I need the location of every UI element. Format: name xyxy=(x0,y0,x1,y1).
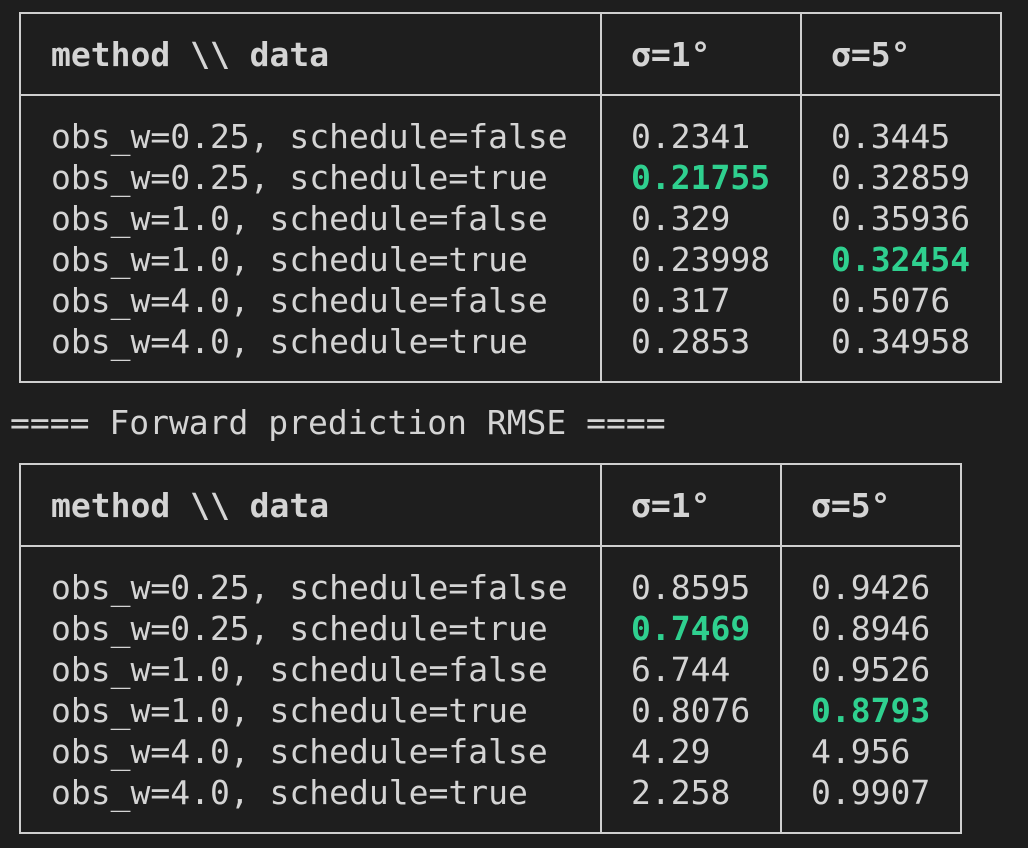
row-sigma-1-value: 4.29 xyxy=(631,732,711,771)
row-sigma-1-value: 2.258 xyxy=(631,773,731,812)
row-method: obs_w=4.0, schedule=true xyxy=(51,322,528,361)
header-divider xyxy=(21,545,960,547)
results-table-2: method \\ data σ=1° σ=5° obs_w=0.25, sch… xyxy=(19,463,962,834)
row-sigma-1-value: 0.8595 xyxy=(631,568,751,607)
header-sigma-5: σ=5° xyxy=(831,35,911,74)
row-sigma-1-value: 0.317 xyxy=(631,281,731,320)
row-sigma-5-value-best: 0.32454 xyxy=(831,240,971,279)
row-method: obs_w=0.25, schedule=true xyxy=(51,609,548,648)
row-sigma-1-value-best: 0.21755 xyxy=(631,158,771,197)
section-title: ==== Forward prediction RMSE ==== xyxy=(10,403,666,442)
row-method: obs_w=4.0, schedule=false xyxy=(51,732,548,771)
row-sigma-5-value-best: 0.8793 xyxy=(811,691,931,730)
row-sigma-5-value: 0.9907 xyxy=(811,773,931,812)
row-sigma-5-value: 0.5076 xyxy=(831,281,951,320)
row-sigma-1-value: 0.2341 xyxy=(631,117,751,156)
column-divider xyxy=(800,14,802,381)
row-sigma-1-value: 6.744 xyxy=(631,650,731,689)
row-method: obs_w=1.0, schedule=false xyxy=(51,650,548,689)
row-method: obs_w=1.0, schedule=true xyxy=(51,691,528,730)
row-sigma-5-value: 0.35936 xyxy=(831,199,971,238)
header-sigma-1: σ=1° xyxy=(631,486,711,525)
row-sigma-1-value: 0.329 xyxy=(631,199,731,238)
row-sigma-1-value: 0.8076 xyxy=(631,691,751,730)
column-divider xyxy=(600,465,602,832)
row-method: obs_w=0.25, schedule=false xyxy=(51,568,568,607)
row-sigma-5-value: 0.9426 xyxy=(811,568,931,607)
row-method: obs_w=4.0, schedule=true xyxy=(51,773,528,812)
row-method: obs_w=0.25, schedule=true xyxy=(51,158,548,197)
row-sigma-5-value: 0.3445 xyxy=(831,117,951,156)
header-sigma-1: σ=1° xyxy=(631,35,711,74)
row-sigma-5-value: 0.8946 xyxy=(811,609,931,648)
row-sigma-5-value: 0.9526 xyxy=(811,650,931,689)
row-sigma-5-value: 4.956 xyxy=(811,732,911,771)
header-divider xyxy=(21,94,1000,96)
row-sigma-5-value: 0.32859 xyxy=(831,158,971,197)
row-sigma-5-value: 0.34958 xyxy=(831,322,971,361)
row-sigma-1-value: 0.23998 xyxy=(631,240,771,279)
row-method: obs_w=4.0, schedule=false xyxy=(51,281,548,320)
column-divider xyxy=(780,465,782,832)
row-method: obs_w=1.0, schedule=false xyxy=(51,199,548,238)
header-method: method \\ data xyxy=(51,35,330,74)
row-method: obs_w=0.25, schedule=false xyxy=(51,117,568,156)
row-sigma-1-value: 0.2853 xyxy=(631,322,751,361)
header-method: method \\ data xyxy=(51,486,330,525)
row-sigma-1-value-best: 0.7469 xyxy=(631,609,751,648)
results-table-1: method \\ data σ=1° σ=5° obs_w=0.25, sch… xyxy=(19,12,1002,383)
header-sigma-5: σ=5° xyxy=(811,486,891,525)
column-divider xyxy=(600,14,602,381)
row-method: obs_w=1.0, schedule=true xyxy=(51,240,528,279)
